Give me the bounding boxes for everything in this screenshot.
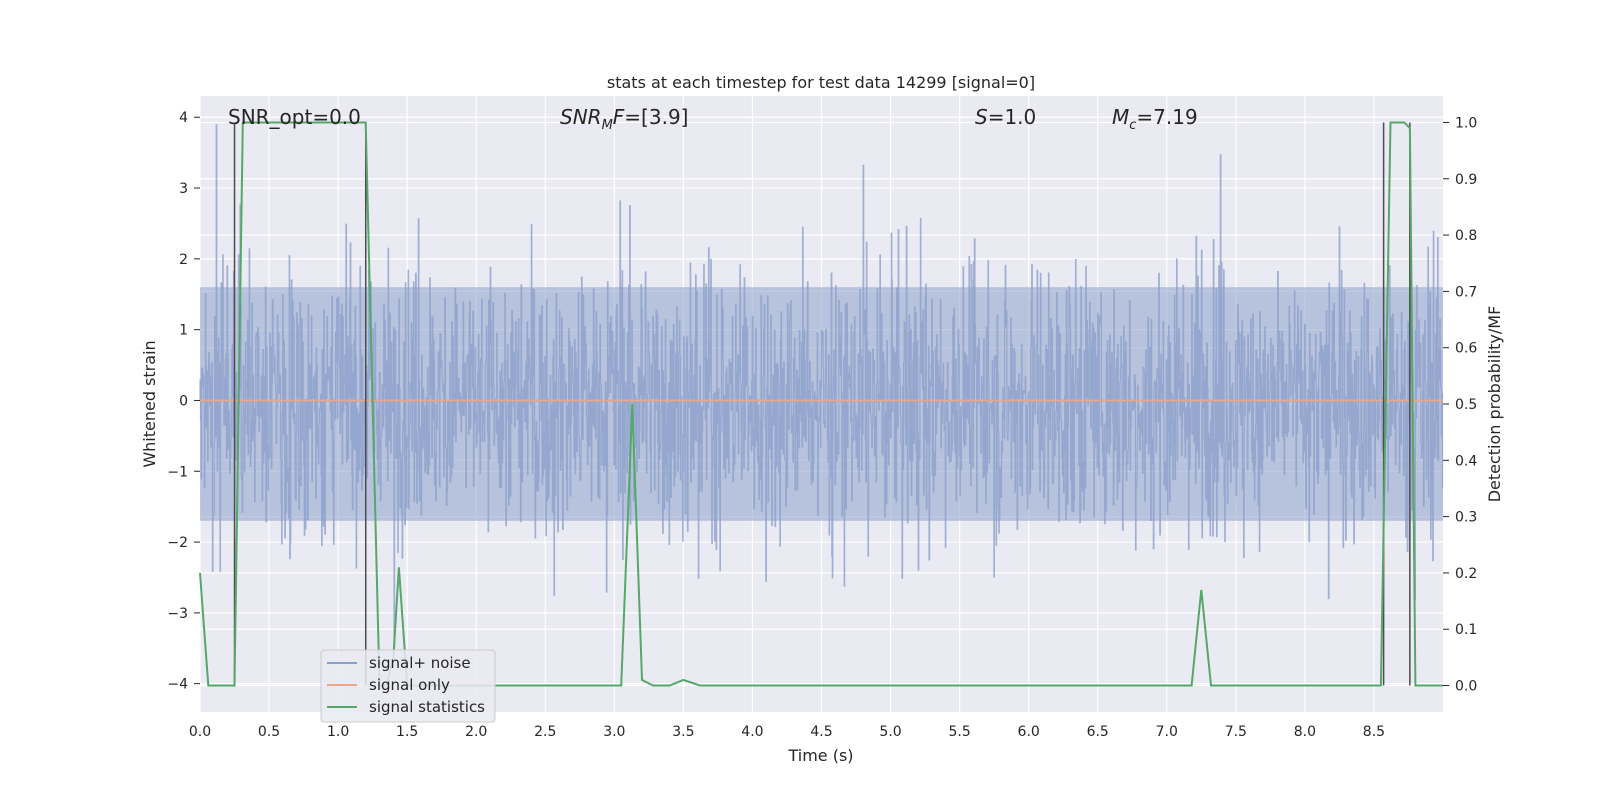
x-tick-label: 3.0 [603,724,625,740]
x-tick-label: 2.0 [465,724,487,740]
annotation-snr-mf-value: =[3.9] [624,105,688,129]
y-tick-label-left: −1 [167,464,188,480]
x-tick-label: 8.0 [1294,724,1316,740]
y-tick-label-right: 0.3 [1455,510,1477,526]
x-tick-label: 5.5 [948,724,970,740]
x-tick-label: 6.5 [1087,724,1109,740]
y-tick-label-right: 0.6 [1455,341,1477,357]
y-tick-label-left: −2 [167,535,188,551]
x-tick-label: 2.5 [534,724,556,740]
y-tick-label-right: 0.2 [1455,566,1477,582]
y-tick-label-left: 3 [179,181,188,197]
legend-label-signal-statistics: signal statistics [369,698,485,716]
x-tick-label: 6.0 [1018,724,1040,740]
y-axis-label-right: Detection probability/MF [1485,306,1504,503]
annotation-s-value: =1.0 [988,105,1037,129]
annotation-s: S=1.0 [975,105,1036,129]
annotation-snr-mf: SNRMF=[3.9] [560,105,688,133]
series-signal-statistics [199,121,1443,687]
chart-title: stats at each timestep for test data 142… [607,73,1035,92]
y-tick-label-right: 0.4 [1455,453,1477,469]
y-tick-label-right: 0.8 [1455,228,1477,244]
y-ticks-left: −4 −3 −2 −1 0 1 2 3 4 [167,110,200,693]
x-tick-label: 4.5 [810,724,832,740]
x-tick-label: 7.0 [1156,724,1178,740]
y-tick-label-left: 0 [179,393,188,409]
x-tick-label: 4.0 [741,724,763,740]
y-tick-label-left: −4 [167,677,188,693]
y-ticks-right: 0.0 0.1 0.2 0.3 0.4 0.5 0.6 0.7 0.8 0.9 1.0 [1443,115,1477,695]
y-tick-label-right: 0.9 [1455,172,1477,188]
y-tick-label-right: 0.7 [1455,284,1477,300]
y-tick-label-left: 1 [179,323,188,339]
x-tick-label: 0.5 [258,724,280,740]
series-signal-noise [199,124,1444,649]
y-tick-label-left: 4 [179,110,188,126]
x-tick-label: 1.5 [396,724,418,740]
y-tick-label-right: 0.0 [1455,679,1477,695]
legend: signal+ noise signal only signal statist… [320,649,496,723]
legend-label-signal-noise: signal+ noise [369,654,471,672]
y-tick-label-left: 2 [179,252,188,268]
y-tick-label-left: −3 [167,606,188,622]
legend-label-signal-only: signal only [369,676,450,694]
annotation-mc-value: =7.19 [1136,105,1197,129]
x-tick-label: 3.5 [672,724,694,740]
annotation-mc: Mc=7.19 [1112,105,1198,133]
x-tick-label: 8.5 [1363,724,1385,740]
x-tick-label: 1.0 [327,724,349,740]
y-tick-label-right: 1.0 [1455,115,1477,131]
noise-density-band [200,287,1443,521]
x-tick-label: 5.0 [879,724,901,740]
y-tick-label-right: 0.5 [1455,397,1477,413]
y-axis-label-left: Whitened strain [140,340,159,467]
x-axis-label: Time (s) [787,746,853,765]
x-ticks: 0.0 0.5 1.0 1.5 2.0 2.5 3.0 3.5 4.0 4.5 5.0 5.5 6.0 6… [189,724,1385,740]
annotation-snr-opt: SNR_opt=0.0 [228,105,361,129]
legend-box [320,649,496,723]
x-tick-label: 0.0 [189,724,211,740]
x-tick-label: 7.5 [1225,724,1247,740]
y-tick-label-right: 0.1 [1455,622,1477,638]
